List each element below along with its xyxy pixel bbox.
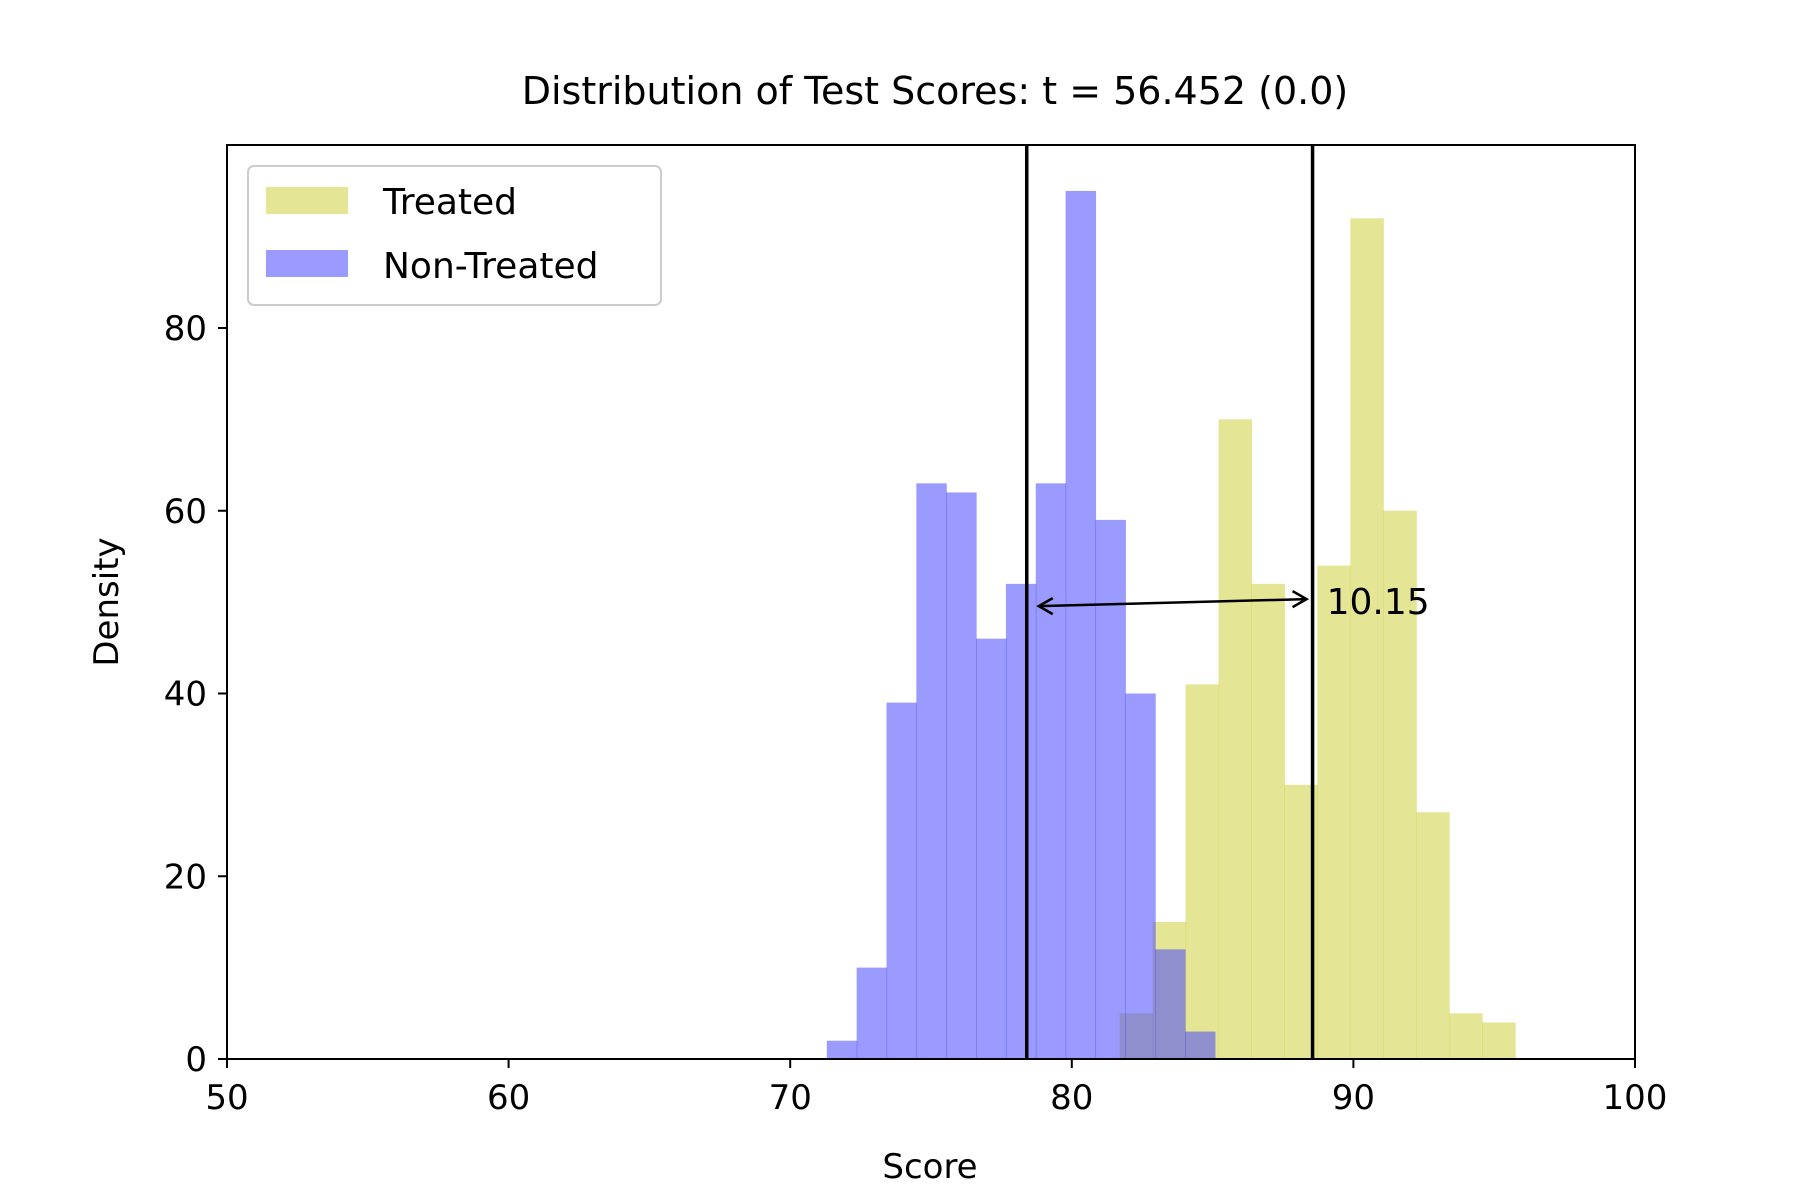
x-tick-label-4: 90 bbox=[1332, 1078, 1375, 1118]
legend-swatch-non-treated bbox=[266, 250, 348, 277]
y-tick-label-3: 60 bbox=[164, 492, 207, 532]
chart-title: Distribution of Test Scores: t = 56.452 … bbox=[522, 69, 1349, 113]
bar-non-treated-3 bbox=[916, 483, 947, 1059]
annotation-arrow-line bbox=[1038, 597, 1307, 608]
x-tick-label-1: 60 bbox=[487, 1078, 530, 1118]
bar-treated-9 bbox=[1416, 812, 1450, 1059]
plot-frame bbox=[226, 144, 1636, 1060]
mean-lines bbox=[1024, 145, 1315, 1059]
bar-treated-11 bbox=[1482, 1022, 1516, 1059]
bar-treated-7 bbox=[1350, 218, 1384, 1060]
bar-non-treated-11 bbox=[1155, 949, 1186, 1059]
bar-non-treated-12 bbox=[1185, 1031, 1216, 1059]
bar-treated-3 bbox=[1218, 419, 1253, 1059]
bar-treated-2 bbox=[1185, 684, 1220, 1059]
x-axis-ticks: 50 60 70 80 90 100 bbox=[205, 1059, 1667, 1118]
bar-non-treated-10 bbox=[1125, 693, 1156, 1059]
bar-treated-4 bbox=[1251, 583, 1286, 1059]
legend-label-non-treated: Non-Treated bbox=[383, 246, 599, 287]
y-tick-label-2: 40 bbox=[164, 675, 207, 715]
annotation-label: 10.15 bbox=[1327, 582, 1430, 623]
annotation-arrowhead-left bbox=[1036, 597, 1054, 616]
bar-non-treated-5 bbox=[976, 638, 1007, 1059]
legend-swatch-treated bbox=[266, 187, 348, 214]
x-tick-label-3: 80 bbox=[1050, 1078, 1093, 1118]
bar-non-treated-0 bbox=[826, 1040, 858, 1059]
x-tick-label-0: 50 bbox=[205, 1078, 248, 1118]
x-tick-label-5: 100 bbox=[1603, 1078, 1668, 1118]
difference-annotation: 10.15 bbox=[1036, 582, 1430, 623]
bar-non-treated-1 bbox=[856, 967, 888, 1059]
bar-non-treated-7 bbox=[1035, 483, 1067, 1059]
bar-treated-10 bbox=[1449, 1013, 1483, 1059]
bar-treated-8 bbox=[1383, 510, 1417, 1059]
y-axis-ticks: 0 20 40 60 80 bbox=[164, 309, 227, 1080]
y-axis-label: Density bbox=[87, 537, 127, 666]
y-tick-label-0: 0 bbox=[185, 1040, 207, 1080]
y-tick-label-4: 80 bbox=[164, 309, 207, 349]
legend-label-treated: Treated bbox=[382, 182, 517, 223]
bar-non-treated-9 bbox=[1095, 519, 1126, 1059]
bar-non-treated-4 bbox=[946, 492, 977, 1060]
y-tick-label-1: 20 bbox=[164, 857, 207, 897]
legend: Treated Non-Treated bbox=[247, 165, 662, 306]
bar-non-treated-2 bbox=[886, 702, 917, 1059]
bar-treated-6 bbox=[1317, 565, 1351, 1059]
annotation-arrowhead-right bbox=[1291, 590, 1310, 609]
x-tick-label-2: 70 bbox=[769, 1078, 812, 1118]
bar-non-treated-8 bbox=[1065, 190, 1097, 1059]
bar-non-treated-6 bbox=[1005, 583, 1037, 1059]
histogram-bars bbox=[826, 190, 1516, 1060]
legend-frame bbox=[247, 165, 662, 306]
x-axis-label: Score bbox=[882, 1147, 977, 1187]
